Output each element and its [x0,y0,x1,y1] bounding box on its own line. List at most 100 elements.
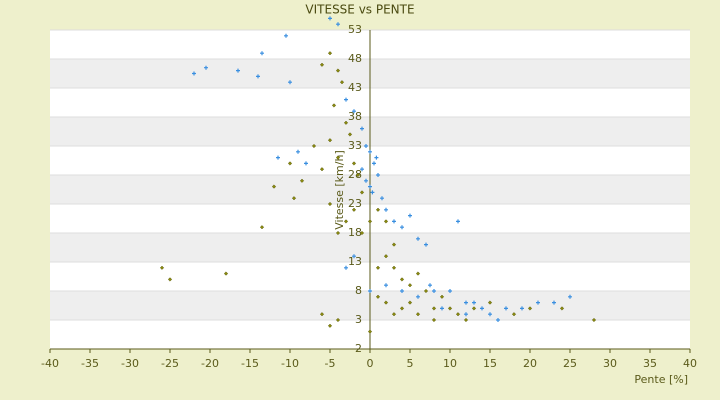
point [327,323,333,328]
x-tick-label: -25 [161,357,179,370]
point [368,149,372,154]
point [360,126,364,131]
point [223,271,229,276]
point [415,271,421,276]
point [276,155,280,160]
x-tick-label: 10 [443,357,457,370]
point [428,283,432,288]
x-tick-label: 30 [603,357,617,370]
point [448,289,452,293]
point [343,219,349,224]
point [335,155,341,160]
point [299,178,305,183]
point [260,51,264,56]
point [288,80,292,85]
point [440,306,444,311]
point [367,329,373,334]
y-tick-label: 48 [348,52,362,65]
point [511,312,517,317]
point [319,167,325,172]
x-tick-label: 25 [563,357,577,370]
point [392,219,396,224]
point [339,80,345,85]
point [447,306,453,311]
point [480,306,484,311]
point [536,300,540,305]
y-tick-label: 53 [348,23,362,36]
point [291,196,297,201]
point [464,300,468,305]
point [487,300,493,305]
point [520,306,524,311]
point [384,207,388,212]
point [327,51,333,56]
point [328,16,332,21]
x-tick-label: -10 [281,357,299,370]
point [527,306,533,311]
x-axis-label: Pente [%] [634,373,688,386]
point [344,265,348,270]
point [368,184,372,189]
point [347,132,353,137]
point [284,33,288,38]
point [488,312,492,317]
point [591,317,597,323]
point [415,312,421,317]
point [367,219,373,224]
point [399,277,405,282]
point [311,143,317,149]
y-tick-label: 18 [348,226,362,239]
point [375,265,381,270]
x-tick-label: -35 [81,357,99,370]
point [431,317,437,323]
point [472,300,476,305]
point [327,138,333,143]
point [400,289,404,293]
point [352,254,356,259]
point [364,178,368,183]
point [364,144,368,148]
point [383,300,389,305]
point [408,213,412,218]
point [304,161,308,166]
point [287,161,293,166]
point [359,190,365,195]
y-tick-label: 38 [348,110,362,123]
point [431,306,437,311]
point [343,120,349,125]
point [351,161,357,166]
point [559,306,565,311]
point [376,173,380,177]
x-tick-label: 35 [643,357,657,370]
point [504,306,508,311]
point [335,68,341,73]
point [407,283,413,288]
point [259,225,265,230]
x-tick-label: -40 [41,357,59,370]
point [355,172,361,178]
y-tick-label: 3 [355,313,362,326]
point [383,254,389,259]
point [372,161,376,166]
point [351,207,357,212]
x-tick-label: -30 [121,357,139,370]
point [439,294,445,299]
point [416,294,420,299]
point [359,230,365,236]
point [336,22,340,27]
point [236,68,240,73]
point [204,65,208,70]
x-tick-label: 15 [483,357,497,370]
point [374,155,379,160]
x-tick-label: -15 [241,357,259,370]
y-tick-label: 8 [355,284,362,297]
x-tick-label: 5 [407,357,414,370]
point [391,242,397,247]
point [344,97,348,102]
point [391,265,397,270]
x-tick-label: 0 [367,357,374,370]
point [424,242,428,247]
point [319,312,325,317]
point [167,277,173,282]
